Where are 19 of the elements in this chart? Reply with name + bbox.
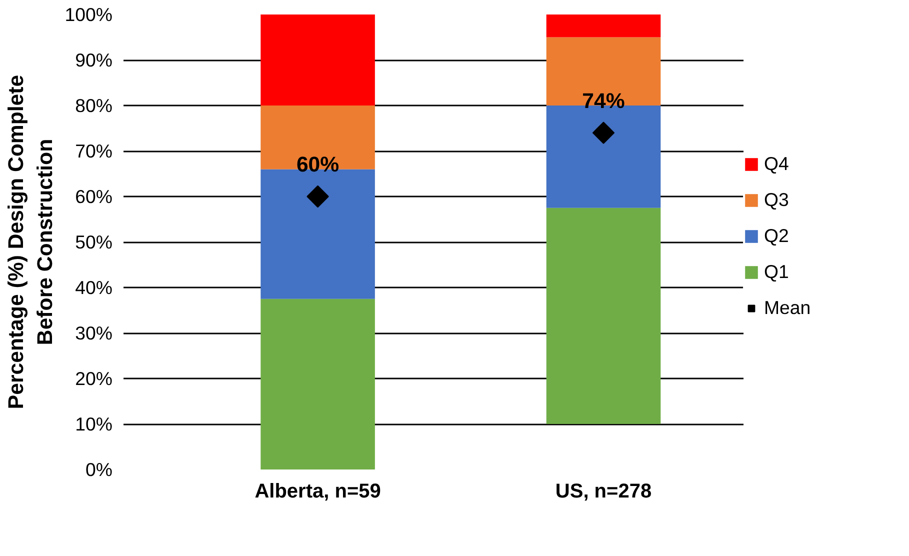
y-tick-label: 70% [75,140,113,162]
x-tick-label: US, n=278 [555,480,652,502]
x-tick-label: Alberta, n=59 [254,480,381,502]
y-tick-label: 10% [75,414,113,434]
legend-label: Q4 [764,153,789,175]
legend-label: Q1 [764,261,789,283]
y-tick-label: 90% [75,50,113,70]
legend-label: Mean [764,297,811,319]
y-tick-label: 50% [75,232,113,252]
y-tick-label: 0% [86,459,113,480]
y-tick-label: 40% [75,277,113,298]
legend-label: Q3 [764,189,789,211]
y-tick-label: 60% [75,186,113,207]
y-tick-label: 100% [64,4,113,25]
legend-label: Q2 [764,225,789,247]
y-tick-label: 20% [75,368,113,389]
y-tick-label: 80% [75,95,113,116]
y-tick-label: 30% [75,322,113,344]
y-axis-title: Percentage (%) Design Complete Before Construction [4,74,57,410]
